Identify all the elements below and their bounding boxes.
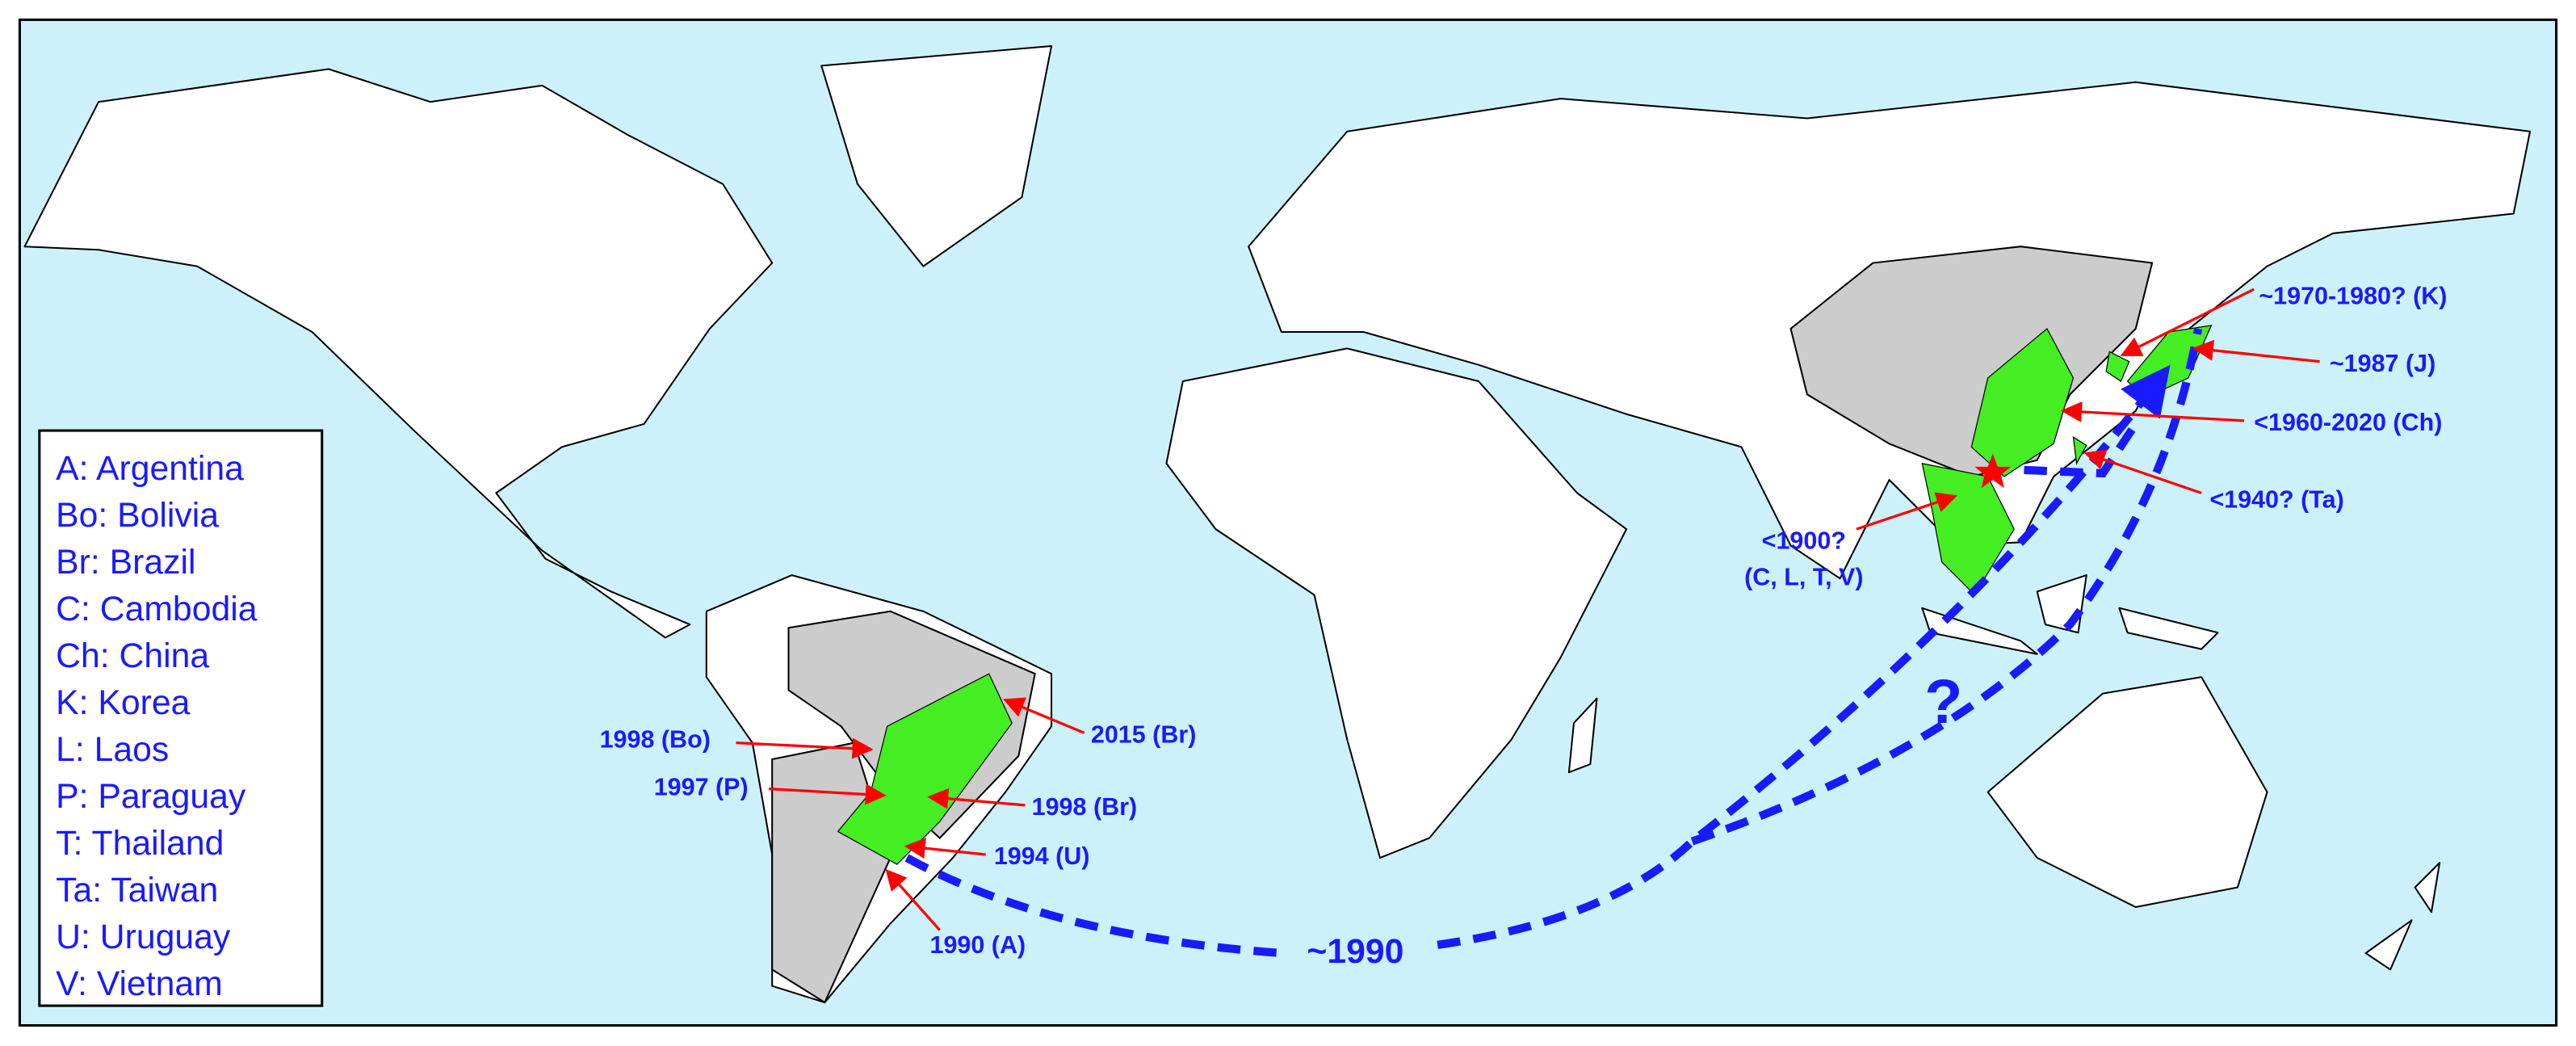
legend: [38, 429, 324, 1007]
origin-star: [1974, 453, 2012, 489]
unknown-route: ?: [1924, 667, 1962, 737]
annotation-arrow: [2192, 339, 2320, 363]
annotation-arrow: [1003, 697, 1085, 734]
madagascar: [1567, 697, 1598, 774]
legend-item: L: Laos: [56, 730, 169, 769]
annotation: ~1987 (J): [2330, 350, 2435, 377]
annotation-arrow: [736, 737, 874, 759]
annotation: 1990 (A): [929, 931, 1026, 959]
legend-item: P: Paraguay: [56, 777, 246, 816]
australia: [1987, 676, 2268, 909]
annotation-arrow: [2083, 449, 2202, 494]
annotation: 2015 (Br): [1091, 721, 1197, 749]
route-1990-b: [1437, 364, 2171, 949]
route-china: [2024, 422, 2140, 478]
legend-item: U: Uruguay: [56, 918, 231, 956]
indonesia: [1921, 574, 2219, 655]
annotations: ~1970-1980? (K) ~1987 (J) <1960-2020 (Ch) <…: [600, 282, 2448, 959]
annotation-arrow: [927, 788, 1026, 809]
annotation-arrow: [2061, 401, 2245, 422]
annotation: 1997 (P): [654, 774, 749, 801]
annotation: 1998 (Bo): [600, 726, 711, 754]
china: [1789, 246, 2154, 478]
route-1990-a: [904, 854, 1282, 958]
route-unknown: [1690, 328, 2203, 846]
annotation: (C, L, T, V): [1744, 563, 1863, 590]
annotation: <1960-2020 (Ch): [2254, 409, 2442, 436]
legend-item: Bo: Bolivia: [56, 496, 219, 535]
legend-item: Ta: Taiwan: [56, 871, 218, 909]
legend-item: Ch: China: [56, 636, 209, 675]
annotation-arrow: [2120, 288, 2255, 356]
north-america: [23, 68, 774, 639]
africa: [1165, 347, 1628, 859]
annotation-arrow: [1856, 492, 1958, 531]
annotation: <1900?: [1762, 527, 1846, 555]
annotation-arrow: [885, 868, 941, 931]
legend-item: C: Cambodia: [56, 590, 258, 628]
china-range: [1970, 327, 2075, 477]
legend-item: K: Korea: [56, 683, 190, 722]
annotation: <1940? (Ta): [2209, 486, 2343, 514]
legend-item: Br: Brazil: [56, 543, 195, 582]
route-label: ~1990: [1307, 932, 1403, 971]
annotation: 1994 (U): [994, 842, 1090, 870]
taiwan-range: [2072, 436, 2087, 465]
annotation: 1998 (Br): [1032, 793, 1138, 821]
greenland: [820, 44, 1053, 267]
annotation-arrow: [904, 838, 986, 859]
annotation-arrow: [769, 783, 887, 805]
legend-item: A: Argentina: [56, 449, 244, 488]
legend-item: V: Vietnam: [56, 964, 223, 1003]
annotation: ~1970-1980? (K): [2259, 282, 2447, 309]
new-zealand: [2364, 862, 2441, 971]
legend-items: A: Argentina Bo: Bolivia Br: Brazil C: Camb…: [56, 449, 258, 1003]
legend-item: T: Thailand: [56, 824, 224, 863]
